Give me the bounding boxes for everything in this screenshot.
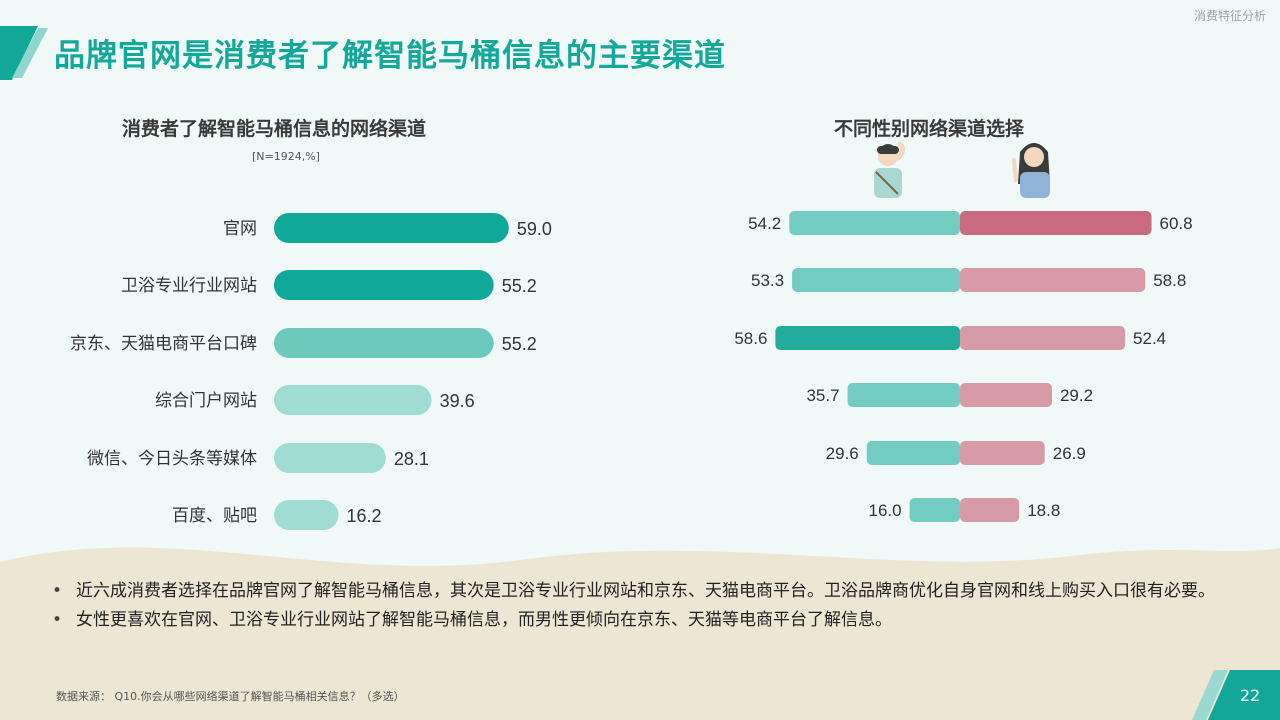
bar — [274, 385, 432, 415]
male-bar — [847, 383, 960, 407]
female-bar — [960, 498, 1020, 522]
male-bar — [909, 498, 960, 522]
female-value-label: 26.9 — [1053, 444, 1086, 463]
male-value-label: 54.2 — [748, 214, 781, 233]
category-label: 官网 — [223, 219, 257, 238]
page-number-corner-dark — [1208, 670, 1280, 720]
female-bar — [960, 268, 1146, 292]
female-value-label: 29.2 — [1060, 386, 1093, 405]
female-bar — [960, 383, 1052, 407]
male-bar — [866, 441, 960, 465]
category-label: 京东、天猫电商平台口碑 — [70, 334, 257, 353]
male-bar — [775, 326, 960, 350]
page-number-corner-light — [1192, 670, 1228, 720]
male-value-label: 35.7 — [806, 386, 839, 405]
left-chart-sample-note: [N=1924,%] — [252, 150, 320, 163]
bar-value-label: 55.2 — [502, 276, 537, 296]
title-accent-shape — [0, 26, 38, 80]
title-accent-shape-light — [12, 28, 48, 78]
right-diverging-bar-chart: 54.2 60.8 53.3 58.8 58.6 52.4 35.7 29.2 29.6 26.9… — [734, 141, 1193, 522]
data-source-note: 数据来源： Q10.你会从哪些网络渠道了解智能马桶相关信息？（多选） — [56, 690, 405, 703]
page-title: 品牌官网是消费者了解智能马桶信息的主要渠道 — [54, 38, 726, 74]
female-value-label: 18.8 — [1027, 501, 1060, 520]
female-value-label: 52.4 — [1133, 329, 1166, 348]
left-chart-title: 消费者了解智能马桶信息的网络渠道 — [122, 118, 427, 140]
summary-bullet: 近六成消费者选择在品牌官网了解智能马桶信息，其次是卫浴专业行业网站和京东、天猫电… — [50, 577, 1240, 606]
bar-value-label: 28.1 — [394, 449, 429, 469]
male-value-label: 16.0 — [869, 501, 902, 520]
right-chart-title: 不同性别网络渠道选择 — [834, 118, 1025, 140]
category-label: 微信、今日头条等媒体 — [87, 449, 257, 468]
male-figure-icon — [874, 141, 906, 198]
bar — [274, 500, 339, 530]
bar — [274, 328, 494, 358]
male-value-label: 53.3 — [751, 271, 784, 290]
female-bar — [960, 211, 1152, 235]
male-value-label: 29.6 — [826, 444, 859, 463]
female-value-label: 60.8 — [1160, 214, 1193, 233]
category-label: 百度、贴吧 — [172, 506, 257, 525]
female-figure-icon — [1012, 143, 1050, 198]
male-bar — [792, 268, 960, 292]
bar — [274, 270, 494, 300]
bar — [274, 443, 386, 473]
category-label: 卫浴专业行业网站 — [121, 276, 257, 295]
bar-value-label: 59.0 — [517, 219, 552, 239]
male-value-label: 58.6 — [734, 329, 767, 348]
bar-value-label: 39.6 — [440, 391, 475, 411]
female-bar — [960, 441, 1045, 465]
male-bar — [789, 211, 960, 235]
female-bar — [960, 326, 1126, 350]
summary-bullet-list: 近六成消费者选择在品牌官网了解智能马桶信息，其次是卫浴专业行业网站和京东、天猫电… — [50, 577, 1240, 635]
summary-bullet: 女性更喜欢在官网、卫浴专业行业网站了解智能马桶信息，而男性更倾向在京东、天猫等电… — [50, 606, 1240, 635]
page-number: 22 — [1239, 686, 1261, 705]
bar-value-label: 55.2 — [502, 334, 537, 354]
female-value-label: 58.8 — [1153, 271, 1186, 290]
bar-value-label: 16.2 — [346, 506, 381, 526]
section-tag: 消费特征分析 — [1193, 9, 1266, 23]
bar — [274, 213, 509, 243]
left-bar-chart: 官网 59.0 卫浴专业行业网站 55.2 京东、天猫电商平台口碑 55.2 综合门户网站 3… — [70, 213, 552, 530]
category-label: 综合门户网站 — [155, 391, 257, 410]
